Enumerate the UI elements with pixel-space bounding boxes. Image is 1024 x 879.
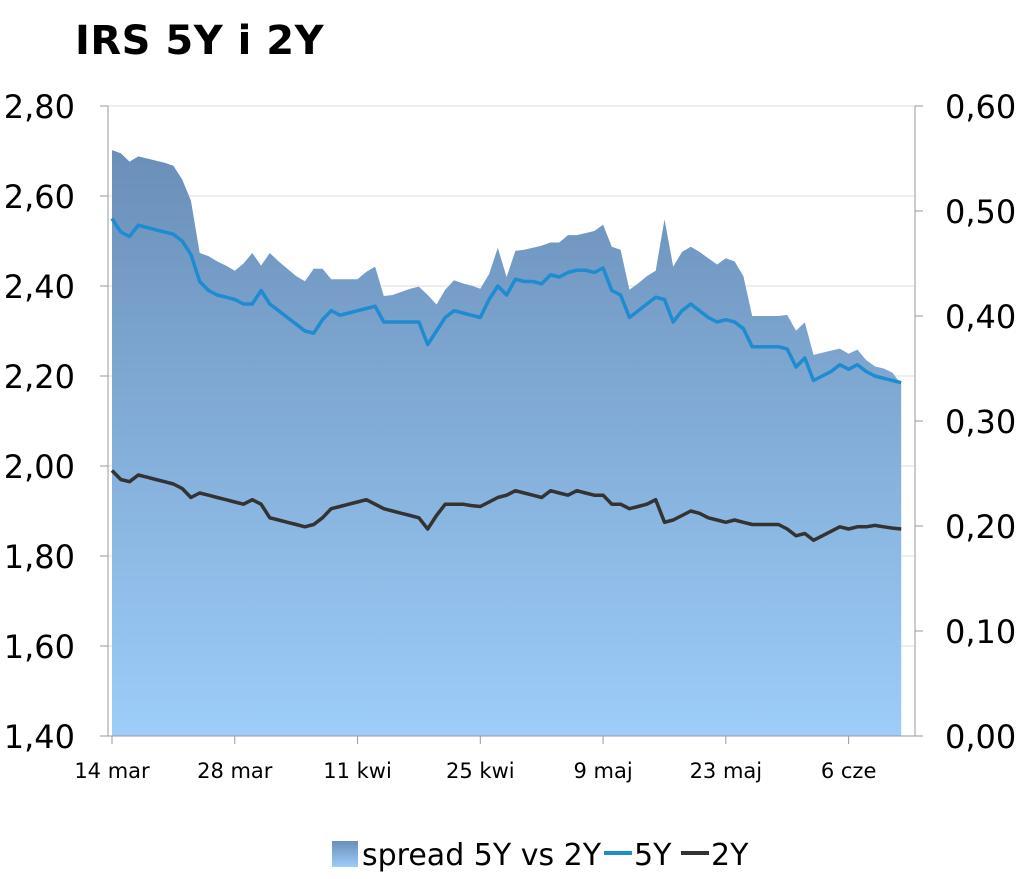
y-right-tick-label: 0,30 [945,403,1016,441]
x-tick-label: 14 mar [74,759,150,783]
legend-label-2y: 2Y [711,838,749,873]
y-left-tick-label: 1,80 [4,538,75,576]
x-tick-label: 11 kwi [323,759,392,783]
series-lines-layer [110,217,902,543]
y-right-tick-label: 0,10 [945,613,1016,651]
y-right-tick-label: 0,50 [945,193,1016,231]
y-right-tick-label: 0,20 [945,508,1016,546]
x-tick-label: 23 maj [690,759,763,783]
y-left-tick-label: 1,40 [4,718,75,756]
y-left-tick-label: 2,00 [4,448,75,486]
legend: spread 5Y vs 2Y 5Y 2Y [332,838,749,873]
y-right-tick-label: 0,40 [945,298,1016,336]
series-line-2y [110,469,902,543]
chart-title: IRS 5Y i 2Y [75,18,325,64]
y-right-tick-label: 0,00 [945,718,1016,756]
legend-swatch-spread [332,841,358,867]
legend-label-spread: spread 5Y vs 2Y [362,838,602,873]
axes: 1,40 1,60 1,80 2,00 2,20 2,40 2,60 2,80 0,00 0,10… [4,88,1017,783]
x-tick-label: 28 mar [197,759,273,783]
y-left-tick-label: 1,60 [4,628,75,666]
y-left-tick-label: 2,40 [4,268,75,306]
series-line-5y [110,217,902,385]
x-tick-label: 25 kwi [446,759,515,783]
spread-area [112,150,902,737]
spread-area-layer [112,150,902,737]
y-left-tick-label: 2,80 [4,88,75,126]
y-left-tick-label: 2,60 [4,178,75,216]
x-tick-label: 6 cze [821,759,877,783]
y-right-tick-label: 0,60 [945,88,1016,126]
y-left-tick-label: 2,20 [4,358,75,396]
x-tick-label: 9 maj [573,759,632,783]
legend-label-5y: 5Y [634,838,672,873]
